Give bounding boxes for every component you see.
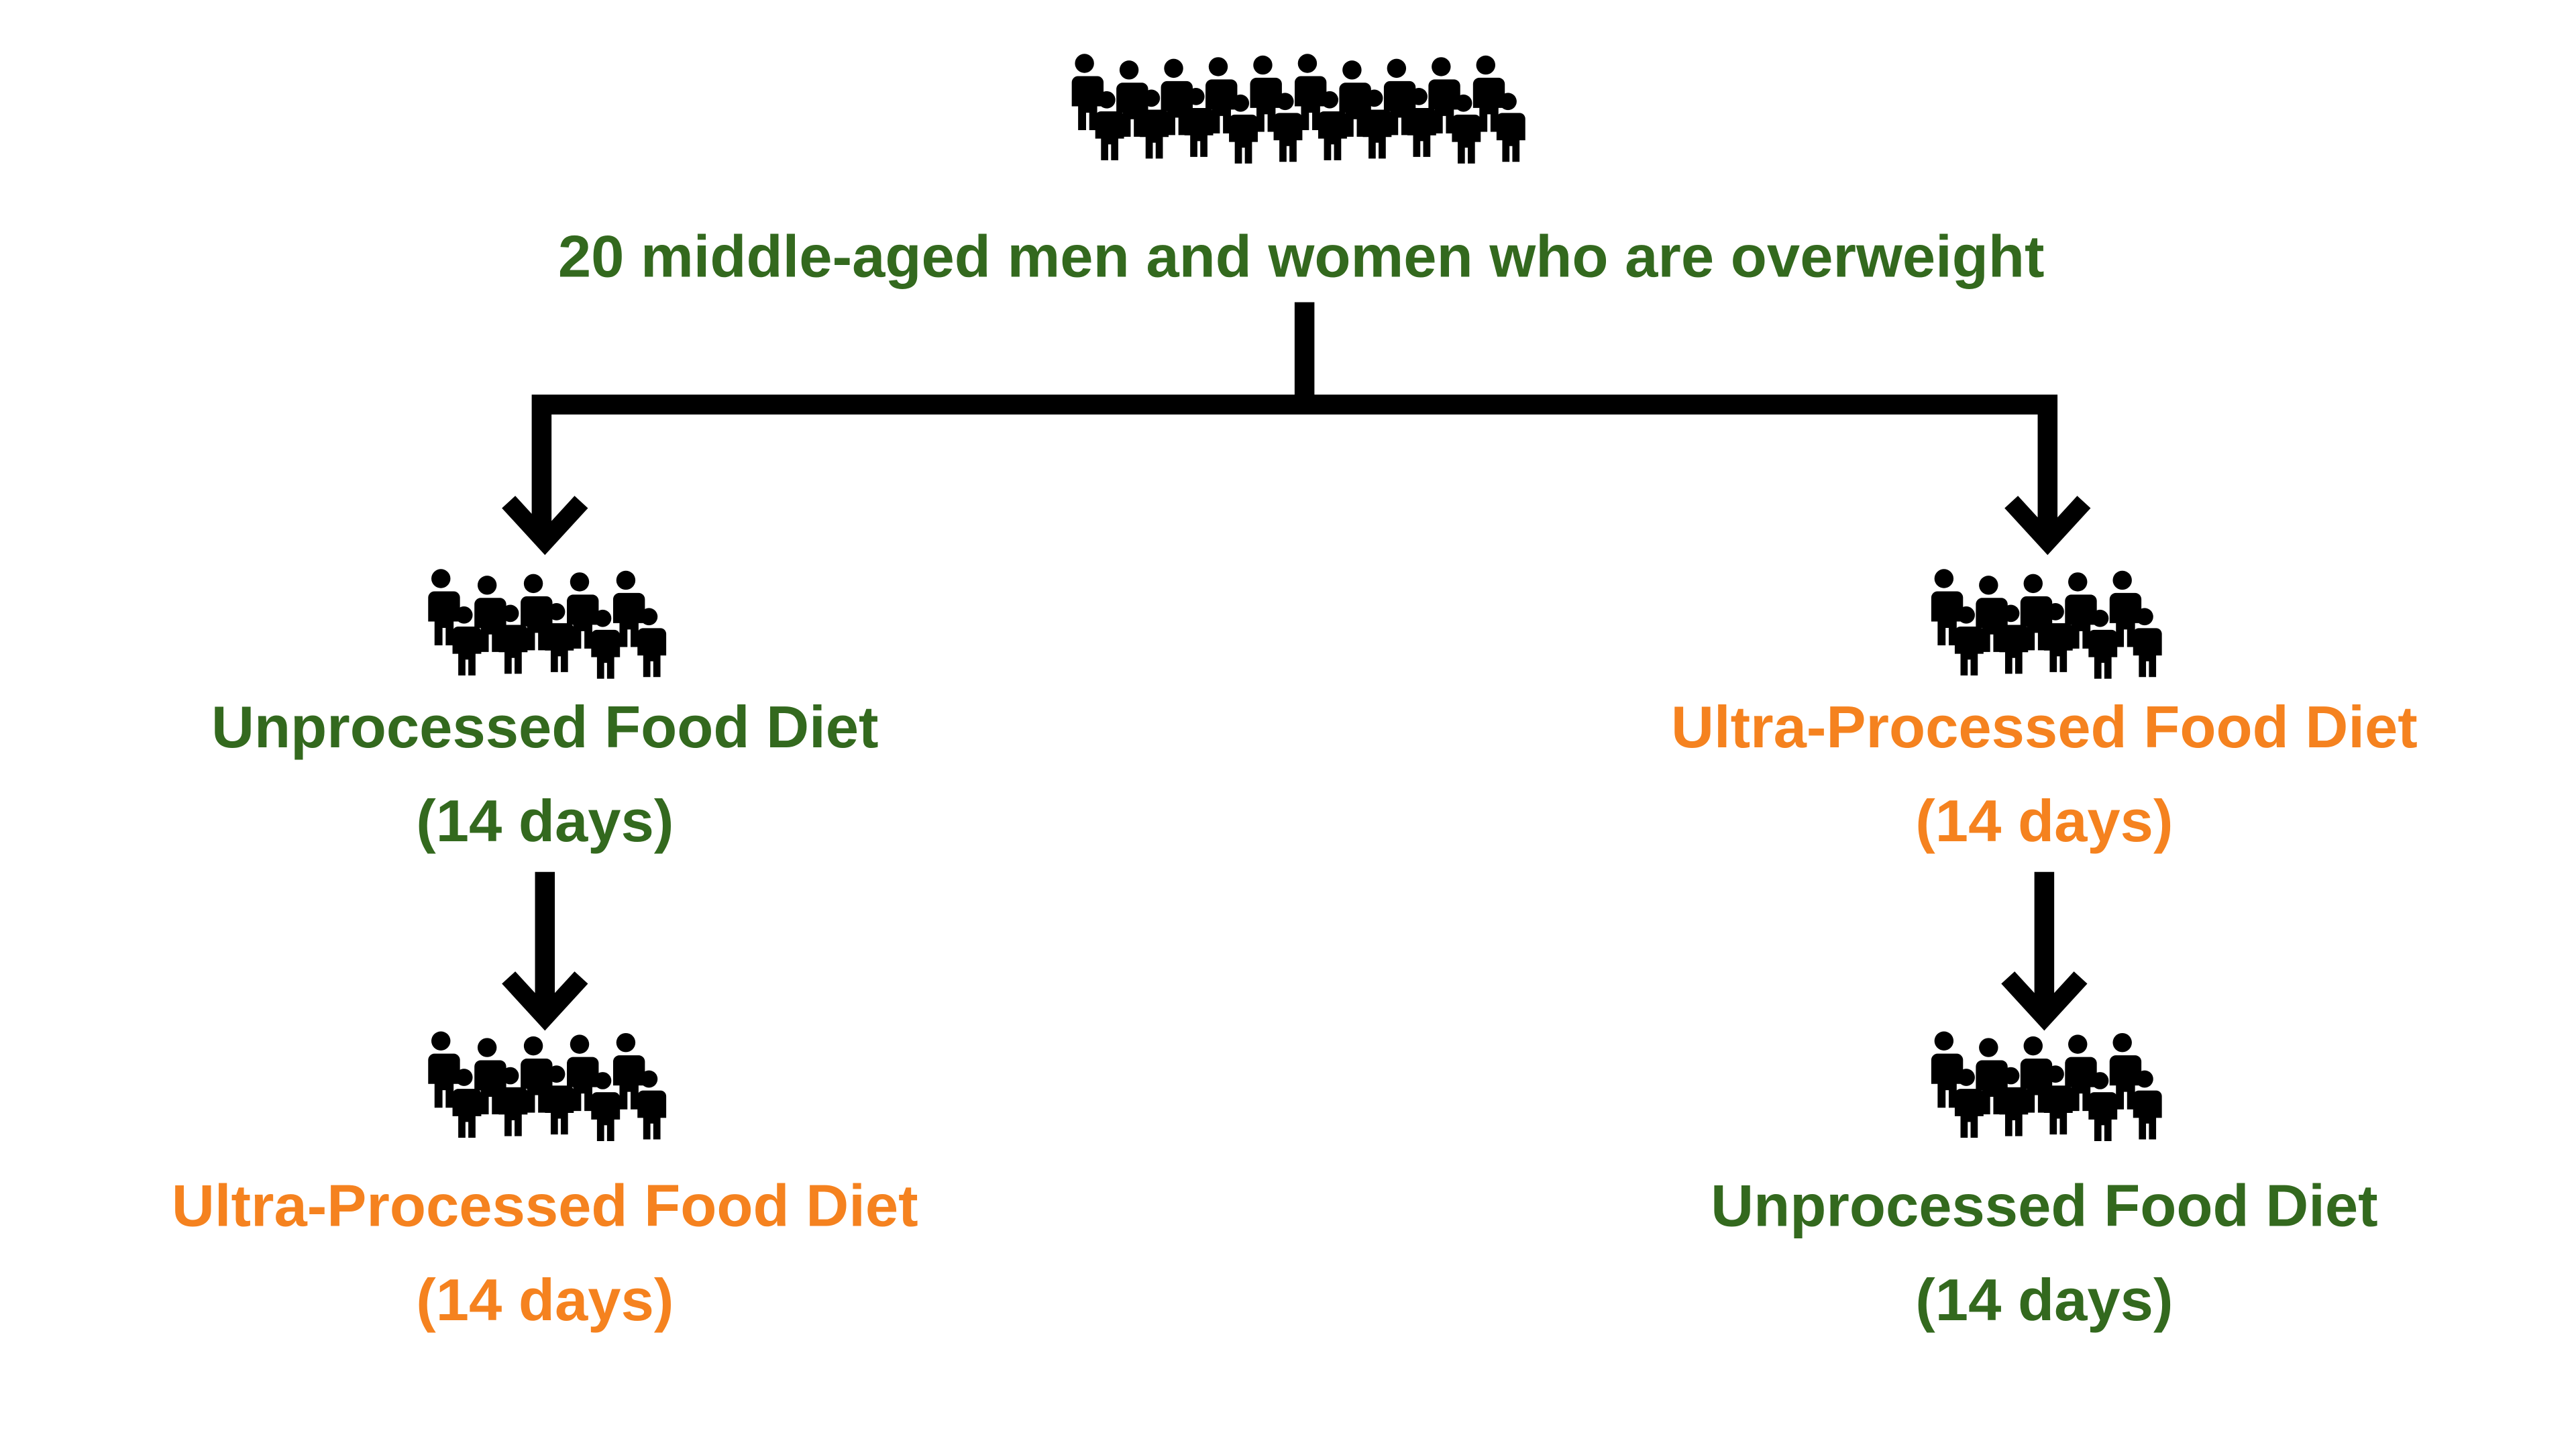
step-duration: (14 days): [416, 1267, 674, 1333]
person-icon: [1496, 93, 1525, 162]
root-label: 20 middle-aged men and women who are ove…: [558, 223, 2045, 289]
person-icon: [637, 1070, 667, 1140]
crowd-icons: [428, 54, 2162, 1141]
step-label: Ultra-Processed Food Diet: [1671, 694, 2418, 760]
person-icon: [2133, 1070, 2162, 1140]
step-label: Ultra-Processed Food Diet: [172, 1173, 918, 1239]
step-label: Unprocessed Food Diet: [1711, 1173, 2378, 1239]
arrow-head: [502, 496, 588, 555]
split-lines: [531, 302, 2058, 529]
step-duration: (14 days): [1915, 788, 2173, 854]
step-duration: (14 days): [416, 788, 674, 854]
step-duration: (14 days): [1915, 1267, 2173, 1333]
arrow-head: [502, 971, 588, 1031]
arrow-head: [2001, 971, 2088, 1031]
person-icon: [637, 608, 667, 678]
connectors: [502, 302, 2091, 1031]
arrow-head: [2004, 496, 2091, 555]
step-lines: [535, 871, 2055, 1011]
step-label: Unprocessed Food Diet: [211, 694, 879, 760]
person-icon: [2133, 608, 2162, 678]
